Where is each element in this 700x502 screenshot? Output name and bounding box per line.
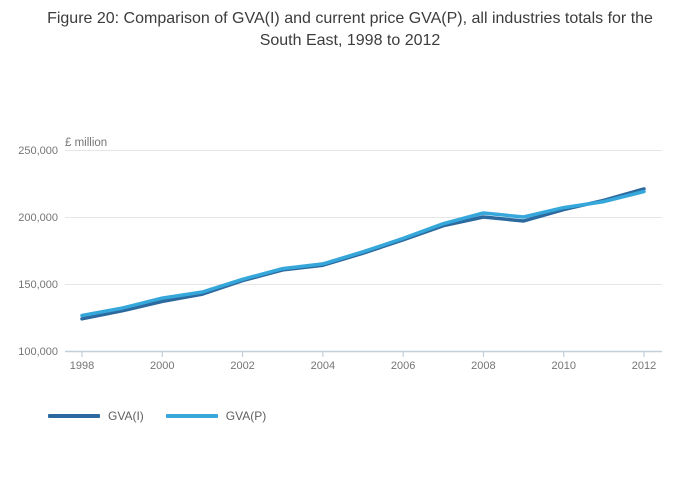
grid-lines	[65, 150, 662, 285]
x-tick-label: 2004	[311, 360, 335, 372]
legend-item-gva-p: GVA(P)	[165, 409, 267, 423]
x-tick-label: 2006	[391, 360, 415, 372]
y-tick-label: 150,000	[18, 279, 58, 291]
x-tick-label: 1998	[70, 360, 94, 372]
legend-label-gva-i: GVA(I)	[108, 409, 144, 423]
gva-i-line-swatch	[48, 414, 100, 418]
legend-item-gva-i: GVA(I)	[48, 410, 144, 422]
gva-line-chart: 1998 2000 2002 2004 2006 2008 2010 2012100,0001…	[18, 137, 662, 372]
chart-legend: GVA(I) GVA(P)	[48, 410, 266, 422]
x-tick-label: 2012	[632, 360, 656, 372]
x-tick-label: 2008	[471, 360, 495, 372]
gva-p-line-swatch	[165, 414, 218, 418]
y-axis-unit-label: £ million	[65, 137, 107, 149]
x-tick-label: 2000	[150, 360, 174, 372]
gva-p-line	[80, 189, 646, 318]
x-tick-label: 2010	[551, 360, 575, 372]
y-tick-label: 200,000	[18, 212, 58, 224]
x-axis: 1998 2000 2002 2004 2006 2008 2010 2012	[65, 350, 662, 372]
y-tick-label: 250,000	[18, 145, 58, 157]
x-tick-label: 2002	[230, 360, 254, 372]
y-tick-label: 100,000	[18, 346, 58, 358]
legend-label-gva-p: GVA(P)	[225, 409, 267, 423]
chart-title: Figure 20: Comparison of GVA(I) and curr…	[47, 10, 653, 49]
y-axis: 100,000 150,000 200,000 250,000 £ million	[18, 137, 107, 358]
